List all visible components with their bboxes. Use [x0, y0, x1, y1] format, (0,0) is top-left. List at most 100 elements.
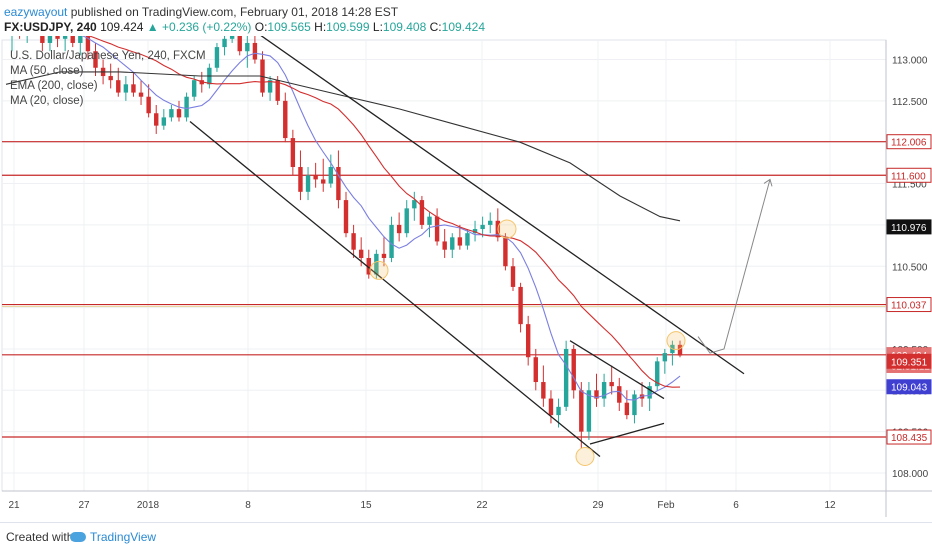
channel-upper-line[interactable] [242, 36, 745, 375]
candle-body [70, 36, 75, 43]
candle-body [404, 208, 409, 234]
channel-lower-line[interactable] [189, 121, 601, 457]
candle-body [617, 386, 622, 403]
candle-body [450, 237, 455, 250]
candle-body [267, 80, 273, 93]
candle-body [412, 200, 417, 209]
candle-body [655, 361, 660, 387]
candle-body [343, 200, 349, 234]
candle-body [55, 36, 60, 39]
legend-ema200[interactable]: EMA (200, close) [10, 80, 98, 92]
price-axis-label: 109.351 [891, 357, 928, 368]
candle-body [245, 42, 250, 52]
x-tick-label: 2018 [137, 500, 160, 511]
x-tick-label: 12 [824, 500, 836, 511]
candle-body [78, 36, 83, 43]
x-tick-label: 8 [245, 500, 251, 511]
author-link[interactable]: eazywayout [4, 5, 68, 19]
candle-body [525, 324, 531, 358]
low-value: 109.408 [382, 20, 427, 34]
candle-body [169, 109, 174, 118]
brand-label: TradingView [90, 530, 157, 544]
candle-body [427, 216, 432, 225]
candle-body [419, 200, 425, 225]
symbol-label: FX:USDJPY, 240 [4, 20, 97, 34]
high-label: H: [314, 20, 327, 34]
last-price: 109.424 [100, 20, 144, 34]
forecast-path[interactable] [697, 179, 771, 354]
candle-body [108, 76, 113, 81]
legend-ma50[interactable]: MA (50, close) [10, 65, 84, 77]
candle-body [131, 84, 136, 93]
candle-body [40, 36, 45, 43]
candle-body [548, 398, 554, 416]
candle-body [442, 241, 447, 250]
candle-body [541, 382, 546, 399]
candle-body [389, 224, 394, 258]
x-tick-label: 6 [733, 500, 739, 511]
close-value: 109.424 [441, 20, 486, 34]
candle-body [214, 47, 220, 68]
wedge-lower-line[interactable] [589, 422, 665, 445]
wedge-upper-line[interactable] [569, 340, 665, 400]
candle-body [503, 237, 508, 267]
candle-body [191, 80, 197, 97]
candle-body [290, 138, 296, 168]
candle-body [662, 353, 668, 362]
pivot-highlight-circle[interactable] [369, 260, 389, 280]
candle-body [465, 233, 470, 246]
price-axis-label-box [886, 167, 932, 183]
candle-body [336, 167, 341, 201]
candle-body [366, 257, 371, 275]
candle-body [222, 38, 227, 48]
tradingview-brand[interactable]: TradingView [70, 530, 156, 544]
pivot-highlight-circle[interactable] [497, 219, 517, 239]
candle-body [85, 36, 91, 52]
candle-body [624, 402, 630, 416]
candle-body [563, 348, 569, 407]
candle-body [601, 382, 607, 399]
candle-body [510, 266, 516, 287]
price-axis-label-box [886, 353, 932, 369]
price-change: ▲ +0.236 (+0.22%) [146, 20, 252, 34]
candle-body [298, 167, 303, 192]
close-label: C: [429, 20, 442, 34]
x-tick-label: 27 [78, 500, 90, 511]
candle-body [154, 113, 159, 126]
open-value: 109.565 [267, 20, 311, 34]
candle-body [351, 233, 356, 250]
indicator-legend: U.S. Dollar/Japanese Yen, 240, FXCM MA (… [10, 49, 206, 109]
candle-body [116, 80, 121, 93]
candle-body [161, 117, 167, 126]
candle-body [176, 109, 182, 118]
candle-body [647, 386, 652, 399]
pivot-highlight-circle[interactable] [666, 331, 686, 351]
ema200-line[interactable] [5, 71, 681, 222]
candle-body [434, 216, 440, 242]
candle-body [579, 390, 584, 432]
candle-body [138, 92, 144, 97]
candle-body [472, 229, 478, 234]
legend-ma20[interactable]: MA (20, close) [10, 95, 84, 107]
candle-body [457, 237, 463, 246]
y-tick-label: 111.500 [892, 180, 927, 191]
low-label: L: [372, 20, 383, 34]
candle-body [556, 406, 561, 416]
candle-body [275, 80, 280, 101]
candle-body [62, 36, 68, 39]
candle-body [632, 394, 637, 416]
published-text: published on TradingView.com, February 0… [70, 5, 399, 19]
ma20-line[interactable] [12, 36, 681, 401]
price-axis-label: 110.976 [891, 223, 927, 234]
x-tick-label: 15 [360, 500, 372, 511]
ma50-line[interactable] [12, 36, 681, 388]
candle-body [283, 100, 288, 139]
candle-body [609, 382, 614, 387]
price-axis-label-box [886, 297, 932, 313]
pivot-highlight-circle[interactable] [575, 446, 595, 466]
candle-body [184, 96, 189, 118]
candle-body [321, 179, 326, 184]
price-chart[interactable]: 114.000113.500113.000112.500112.000111.5… [0, 36, 932, 522]
candle-body [93, 51, 98, 68]
candle-body [374, 253, 379, 275]
